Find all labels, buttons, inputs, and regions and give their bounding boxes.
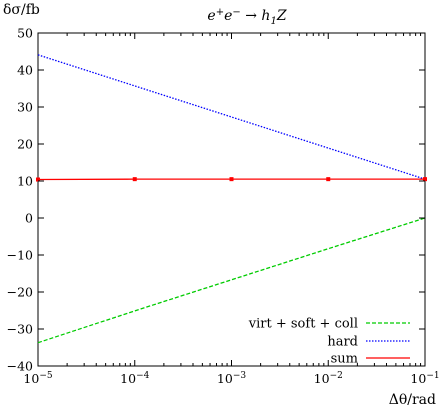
legend-label: virt + soft + coll [248, 317, 358, 332]
x-tick-label: 10−4 [120, 371, 149, 386]
x-tick-label-base: 10 [120, 371, 136, 386]
y-tick-label: 40 [17, 63, 33, 78]
series-point [229, 177, 234, 182]
y-tick-label: −20 [7, 285, 33, 300]
x-tick-label-exponent: −2 [330, 371, 343, 381]
y-tick-label: −40 [7, 359, 33, 374]
plot-area [37, 32, 426, 367]
plot-frame [37, 32, 426, 367]
x-tick-label: 10−1 [410, 371, 439, 386]
y-tick-label: 0 [25, 211, 33, 226]
y-tick-label: 50 [17, 26, 33, 41]
chart-title-text: e+e− → h1Z [207, 7, 286, 27]
title-segment: → h [241, 8, 271, 24]
x-tick-label-base: 10 [314, 371, 330, 386]
series-line-0 [37, 217, 426, 344]
title-segment: 1 [270, 16, 276, 27]
series-point [423, 177, 427, 182]
legend: virt + soft + coll hard sum [248, 317, 410, 367]
x-tick-label-base: 10 [217, 371, 233, 386]
legend-label: sum [331, 352, 358, 367]
title-segment: e [207, 8, 215, 24]
x-tick-label: 10−2 [314, 371, 343, 386]
x-tick-label-base: 10 [410, 371, 426, 386]
x-tick-label-exponent: −4 [136, 371, 150, 381]
x-tick-label: 10−3 [217, 371, 246, 386]
title-segment: Z [276, 8, 287, 24]
title-segment: + [216, 7, 224, 18]
series-point [36, 177, 40, 182]
series-group [36, 54, 427, 344]
y-tick-label: −30 [7, 322, 33, 337]
x-tick-label-base: 10 [23, 371, 39, 386]
x-tick-label-exponent: −3 [233, 371, 247, 381]
y-tick-label: 10 [17, 174, 33, 189]
x-tick-label-exponent: −1 [426, 371, 439, 381]
x-axis-label: Δθ/rad [389, 392, 436, 408]
chart-title: e+e− → h1Z [207, 7, 286, 27]
title-segment: − [232, 7, 240, 18]
series-point [326, 177, 331, 182]
x-tick-label: 10−5 [23, 371, 52, 386]
y-tick-label: 20 [17, 137, 33, 152]
series-point [132, 177, 137, 182]
y-tick-label: −10 [7, 248, 33, 263]
legend-label: hard [327, 335, 358, 350]
y-axis-label: δσ/fb [3, 2, 40, 18]
x-tick-label-exponent: −5 [39, 371, 53, 381]
y-tick-label: 30 [17, 100, 33, 115]
series-line-1 [37, 54, 426, 180]
title-segment: e [224, 8, 232, 24]
